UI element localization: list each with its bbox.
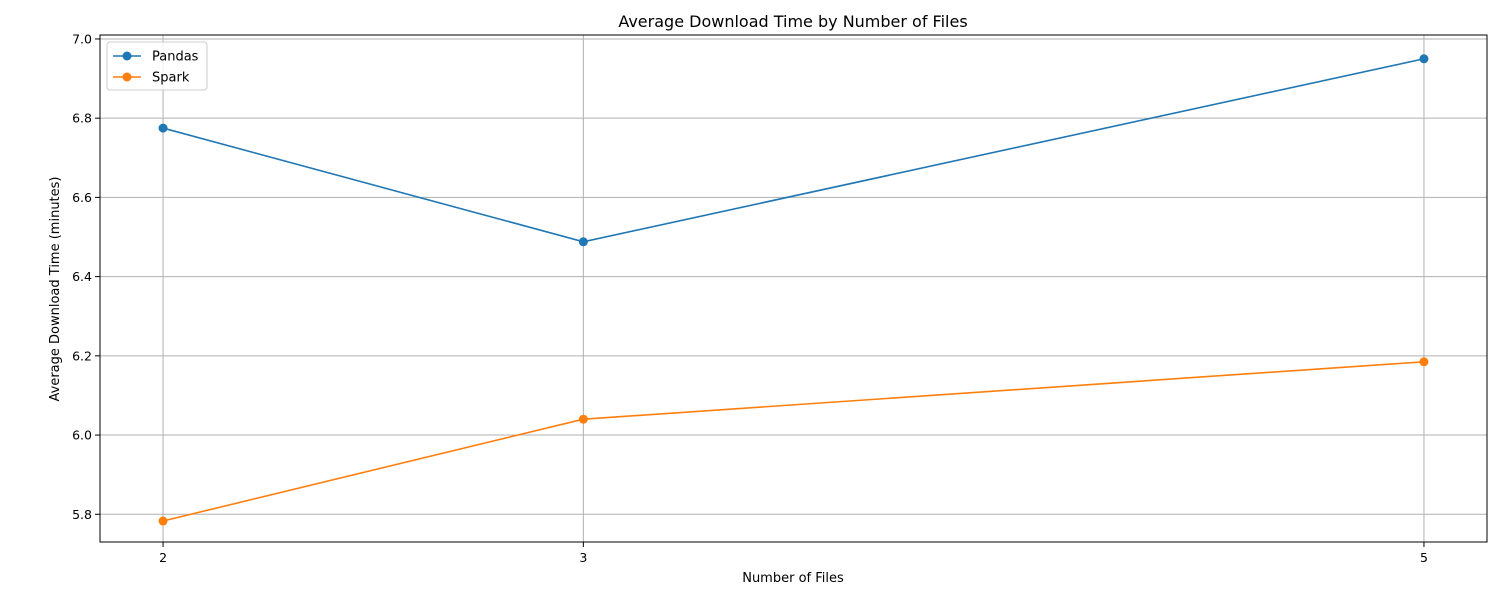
series-layer (158, 54, 1429, 526)
y-tick-label: 6.4 (72, 269, 92, 284)
legend-marker (122, 51, 132, 61)
y-axis-ticks: 5.8 6.0 6.2 6.4 6.6 6.8 7.0 (72, 31, 100, 522)
y-tick-label: 7.0 (72, 31, 92, 46)
series-spark (158, 357, 1429, 526)
chart-title: Average Download Time by Number of Files (618, 12, 967, 31)
x-tick-label: 5 (1420, 550, 1428, 565)
data-point (158, 516, 168, 526)
y-tick-label: 6.0 (72, 428, 92, 443)
legend-label: Spark (152, 71, 190, 86)
x-tick-label: 3 (579, 550, 587, 565)
x-axis-ticks: 2 3 5 (159, 542, 1428, 565)
legend-marker (122, 72, 132, 82)
legend-box (106, 41, 208, 91)
x-axis-label: Number of Files (742, 571, 844, 586)
y-axis-label: Average Download Time (minutes) (48, 177, 63, 402)
x-tick-label: 2 (159, 550, 167, 565)
legend-entry: Spark (113, 71, 190, 86)
series-pandas (158, 54, 1429, 247)
y-tick-label: 6.2 (72, 348, 92, 363)
data-point (578, 414, 588, 424)
series-line (162, 360, 1425, 522)
data-point (1419, 357, 1429, 367)
plot-area-frame (99, 34, 1488, 543)
series-line (162, 57, 1425, 243)
legend-label: Pandas (152, 50, 199, 65)
legend: Pandas Spark (106, 41, 208, 91)
data-point (1419, 54, 1429, 64)
legend-entry: Pandas (113, 50, 199, 65)
data-point (578, 237, 588, 247)
y-tick-label: 6.8 (72, 111, 92, 126)
y-tick-label: 6.6 (72, 190, 92, 205)
y-tick-label: 5.8 (72, 507, 92, 522)
grid-lines (100, 35, 1487, 542)
data-point (158, 123, 168, 133)
